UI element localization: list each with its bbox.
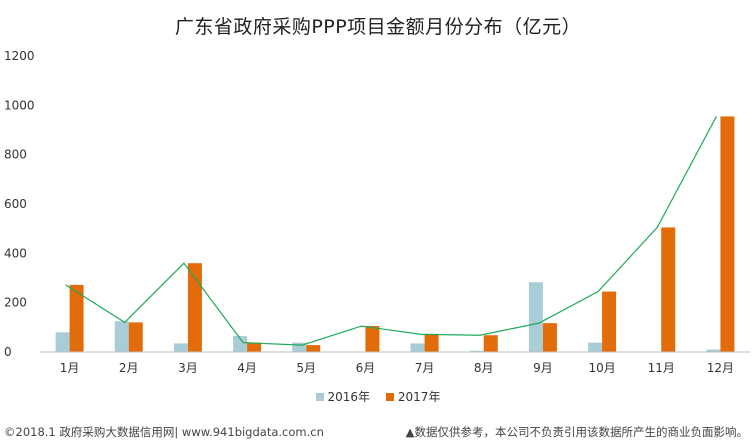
x-tick-label: 1月 [60, 361, 80, 375]
footer-source: ©2018.1 政府采购大数据信用网| www.941bigdata.com.c… [4, 425, 324, 439]
x-tick-label: 8月 [474, 361, 494, 375]
bar-2017 [542, 323, 557, 352]
x-tick-label: 4月 [237, 361, 257, 375]
bar-2017 [247, 342, 262, 352]
legend-label-2016: 2016年 [327, 390, 371, 404]
legend-item-2016: 2016年 [315, 388, 371, 405]
legend-swatch-2016 [315, 392, 324, 401]
legend-item-2017: 2017年 [385, 388, 441, 405]
legend: 2016年 2017年 [0, 388, 756, 405]
legend-label-2017: 2017年 [397, 390, 441, 404]
bar-2016 [588, 342, 603, 352]
x-tick-label: 6月 [356, 361, 376, 375]
bar-2017 [365, 326, 380, 352]
bar-2016 [410, 343, 425, 352]
x-axis-labels: 1月 2月 3月 4月 5月 6月 7月 8月 9月 10月 11月 12月 [60, 361, 734, 375]
x-tick-label: 3月 [178, 361, 198, 375]
bar-2017 [602, 291, 617, 352]
y-tick-label: 200 [4, 296, 27, 310]
bar-2016 [114, 321, 129, 352]
bar-2016 [469, 350, 484, 352]
x-tick-label: 2月 [119, 361, 139, 375]
bar-2017 [424, 334, 439, 352]
y-tick-label: 600 [4, 197, 27, 211]
x-tick-label: 9月 [533, 361, 553, 375]
bar-2017 [187, 263, 202, 352]
trend-polyline [65, 116, 717, 346]
x-tick-label: 5月 [296, 361, 316, 375]
bar-2016 [706, 349, 721, 352]
bar-2016 [173, 343, 188, 352]
bar-2016 [233, 335, 248, 352]
x-tick-label: 7月 [415, 361, 435, 375]
bar-2017 [128, 322, 143, 352]
bar-2017 [306, 345, 321, 352]
x-tick-label: 12月 [707, 361, 734, 375]
bar-2016 [55, 332, 70, 352]
trend-line [65, 116, 717, 346]
bar-2017 [720, 116, 735, 352]
bar-2017 [69, 284, 84, 352]
y-axis-labels: 0 200 400 600 800 1000 1200 [4, 49, 35, 359]
y-tick-label: 400 [4, 246, 27, 260]
y-tick-label: 1200 [4, 49, 35, 63]
x-tick-label: 10月 [588, 361, 615, 375]
y-tick-label: 1000 [4, 98, 35, 112]
y-tick-label: 0 [4, 345, 12, 359]
x-tick-label: 11月 [648, 361, 675, 375]
bar-2017 [483, 335, 498, 352]
chart-title: 广东省政府采购PPP项目金额月份分布（亿元） [174, 16, 582, 38]
footer-disclaimer: ▲数据仅供参考，本公司不负责引用该数据所产生的商业负面影响。 [405, 425, 748, 439]
y-tick-label: 800 [4, 148, 27, 162]
bar-2017 [661, 227, 676, 352]
bars [55, 116, 735, 352]
bar-2016 [292, 342, 307, 352]
bar-2016 [528, 282, 543, 352]
legend-swatch-2017 [385, 392, 394, 401]
